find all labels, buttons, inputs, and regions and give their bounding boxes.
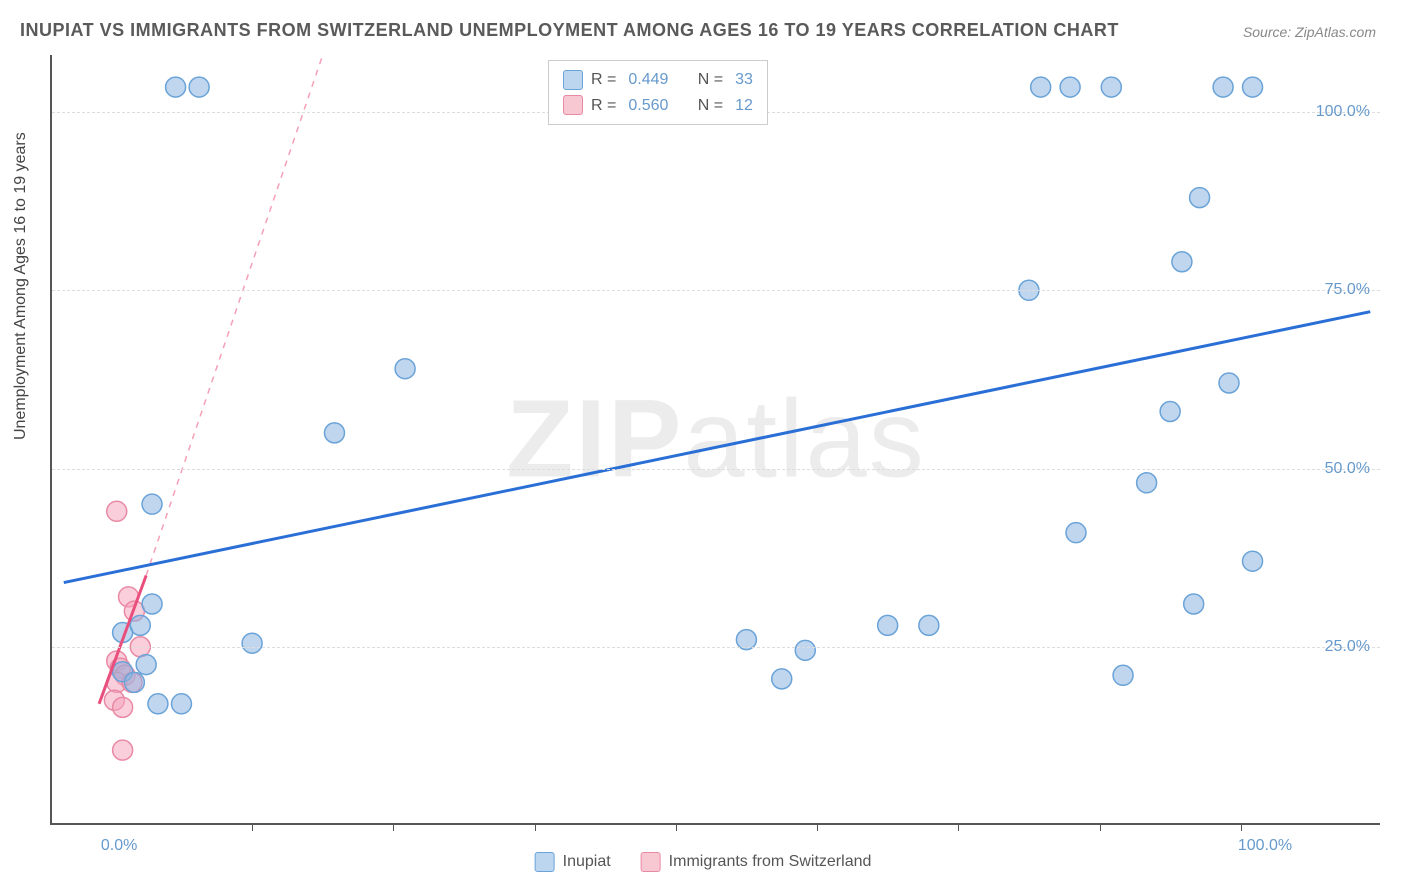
series-legend: Inupiat Immigrants from Switzerland <box>535 852 872 872</box>
plot-svg <box>52 55 1380 823</box>
point-blue <box>1243 551 1263 571</box>
y-tick-label: 50.0% <box>1325 460 1370 478</box>
legend-swatch <box>641 852 661 872</box>
legend-n-value: 33 <box>735 67 753 93</box>
point-blue <box>1113 665 1133 685</box>
point-blue <box>130 615 150 635</box>
legend-n-value: 12 <box>735 93 753 119</box>
x-tick <box>252 823 253 831</box>
legend-r-label: R = <box>591 93 616 119</box>
y-axis-label: Unemployment Among Ages 16 to 19 years <box>12 132 30 440</box>
legend-label: Inupiat <box>563 853 611 871</box>
point-pink <box>107 501 127 521</box>
legend-row: R = 0.560 N = 12 <box>563 93 753 119</box>
point-blue <box>124 672 144 692</box>
x-tick <box>535 823 536 831</box>
point-blue <box>171 694 191 714</box>
legend-swatch <box>535 852 555 872</box>
point-blue <box>1243 77 1263 97</box>
legend-swatch <box>563 70 583 90</box>
y-tick-label: 25.0% <box>1325 638 1370 656</box>
legend-swatch <box>563 95 583 115</box>
point-blue <box>1190 188 1210 208</box>
legend-r-label: R = <box>591 67 616 93</box>
point-blue <box>772 669 792 689</box>
x-tick <box>1241 823 1242 831</box>
y-tick-label: 100.0% <box>1316 103 1370 121</box>
y-tick-label: 75.0% <box>1325 281 1370 299</box>
source-label: Source: ZipAtlas.com <box>1243 24 1376 40</box>
point-blue <box>1160 401 1180 421</box>
plot-area: ZIPatlas 25.0%50.0%75.0%100.0%0.0%100.0% <box>50 55 1380 825</box>
point-blue <box>1137 473 1157 493</box>
point-pink <box>113 740 133 760</box>
point-blue <box>878 615 898 635</box>
point-blue <box>1213 77 1233 97</box>
point-blue <box>189 77 209 97</box>
point-blue <box>242 633 262 653</box>
point-blue <box>1031 77 1051 97</box>
legend-item: Immigrants from Switzerland <box>641 852 872 872</box>
legend-n-label: N = <box>698 93 723 119</box>
legend-n-label: N = <box>698 67 723 93</box>
trend-line <box>64 312 1370 583</box>
legend-item: Inupiat <box>535 852 611 872</box>
x-tick-label: 0.0% <box>101 837 137 855</box>
point-blue <box>142 594 162 614</box>
legend-r-value: 0.449 <box>628 67 668 93</box>
legend-row: R = 0.449 N = 33 <box>563 67 753 93</box>
x-tick-label: 100.0% <box>1238 837 1292 855</box>
x-tick <box>817 823 818 831</box>
point-pink <box>113 697 133 717</box>
point-blue <box>1219 373 1239 393</box>
legend-label: Immigrants from Switzerland <box>669 853 872 871</box>
gridline <box>52 647 1380 648</box>
point-blue <box>1066 523 1086 543</box>
point-blue <box>148 694 168 714</box>
correlation-legend: R = 0.449 N = 33 R = 0.560 N = 12 <box>548 60 768 125</box>
chart-container: INUPIAT VS IMMIGRANTS FROM SWITZERLAND U… <box>0 0 1406 892</box>
point-blue <box>1060 77 1080 97</box>
point-blue <box>395 359 415 379</box>
point-blue <box>166 77 186 97</box>
gridline <box>52 469 1380 470</box>
gridline <box>52 290 1380 291</box>
point-blue <box>324 423 344 443</box>
x-tick <box>393 823 394 831</box>
x-tick <box>1100 823 1101 831</box>
point-blue <box>795 640 815 660</box>
legend-r-value: 0.560 <box>628 93 668 119</box>
point-blue <box>1172 252 1192 272</box>
point-blue <box>1184 594 1204 614</box>
x-tick <box>676 823 677 831</box>
point-blue <box>136 655 156 675</box>
x-tick <box>958 823 959 831</box>
chart-title: INUPIAT VS IMMIGRANTS FROM SWITZERLAND U… <box>20 20 1119 41</box>
point-blue <box>1101 77 1121 97</box>
trend-line <box>146 55 323 575</box>
point-blue <box>919 615 939 635</box>
point-blue <box>142 494 162 514</box>
